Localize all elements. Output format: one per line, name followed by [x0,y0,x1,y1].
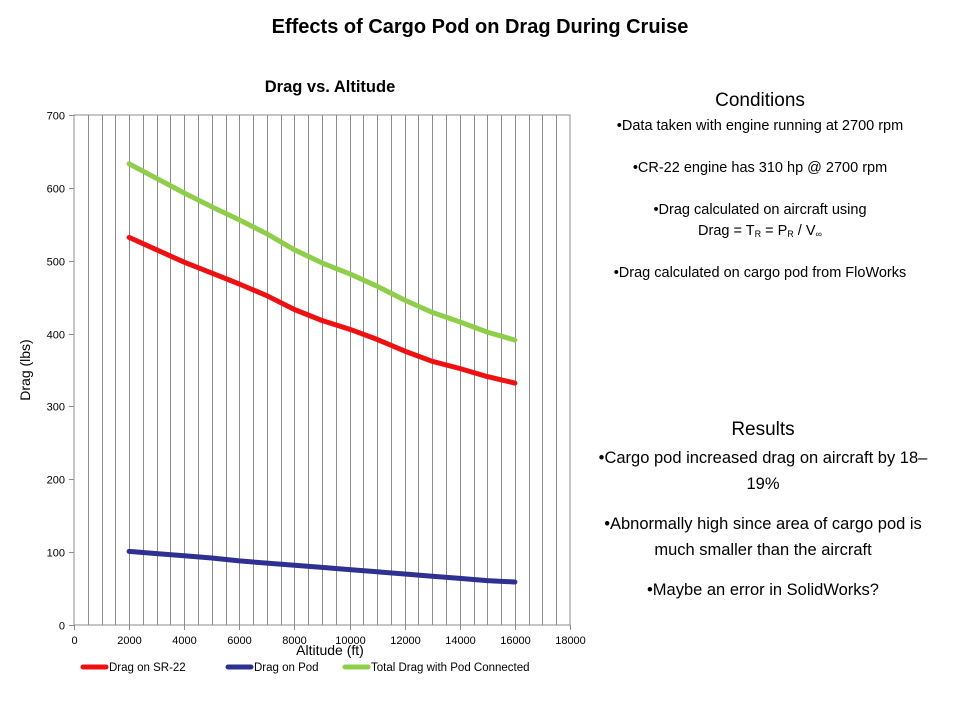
x-tick-label: 10000 [335,635,366,647]
y-tick-label: 300 [47,402,65,414]
slide-title: Effects of Cargo Pod on Drag During Crui… [271,16,689,38]
drag-formula: Drag = TR = PR / V∞ [698,223,822,239]
y-tick-label: 200 [47,475,65,487]
y-axis-title: Drag (lbs) [17,339,33,400]
series-line-1 [126,548,518,585]
legend-label-2: Total Drag with Pod Connected [371,662,530,674]
results-item-increase: •Cargo pod increased drag on aircraft by… [598,449,928,493]
legend-label-1: Drag on Pod [254,662,319,674]
x-tick-label: 16000 [500,635,531,647]
legend-label-0: Drag on SR-22 [109,662,186,674]
y-tick-label: 100 [47,548,65,560]
x-tick-label: 12000 [390,635,421,647]
x-tick-label: 14000 [445,635,476,647]
conditions-item-cargo-pod: •Drag calculated on cargo pod from FloWo… [613,265,907,281]
conditions-panel: Conditions •Data taken with engine runni… [600,89,920,284]
x-tick-label: 8000 [282,635,306,647]
chart-title: Drag vs. Altitude [264,78,396,96]
y-tick-label: 500 [47,257,65,269]
y-tick-label: 400 [47,330,65,342]
conditions-item-drag-formula: •Drag calculated on aircraft using Drag … [600,200,920,242]
drag-formula-intro: •Drag calculated on aircraft using [653,202,867,218]
chart-grid [88,115,557,625]
plot-area-border [73,114,571,626]
results-panel: Results •Cargo pod increased drag on air… [598,417,928,603]
x-tick-label: 0 [71,635,77,647]
chart-axes [69,114,571,630]
conditions-heading: Conditions [715,90,805,111]
drag-vs-altitude-chart: 0 100 200 300 400 500 600 700 0 2000 4000 6000 8000 1… [17,111,586,675]
y-tick-label: 700 [47,111,65,123]
chart-legend: Drag on SR-22 Drag on Pod Total Drag with … [80,662,530,674]
x-tick-label: 4000 [172,635,196,647]
x-tick-label: 18000 [555,635,586,647]
chart-labels: 0 100 200 300 400 500 600 700 0 2000 4000 6000 8000 1… [17,111,586,659]
x-tick-label: 6000 [227,635,251,647]
chart-series [126,161,518,585]
x-axis-title: Altitude (ft) [296,642,364,658]
conditions-item-engine-hp: •CR-22 engine has 310 hp @ 2700 rpm [632,160,888,176]
results-heading: Results [731,419,795,440]
conditions-item-engine-rpm: •Data taken with engine running at 2700 … [616,118,904,134]
results-item-error: •Maybe an error in SolidWorks? [647,581,879,599]
x-tick-label: 2000 [117,635,141,647]
series-line-0 [126,234,518,386]
series-line-2 [126,161,518,343]
y-tick-label: 600 [47,184,65,196]
results-item-abnormal: •Abnormally high since area of cargo pod… [604,515,922,559]
y-tick-label: 0 [59,621,65,633]
